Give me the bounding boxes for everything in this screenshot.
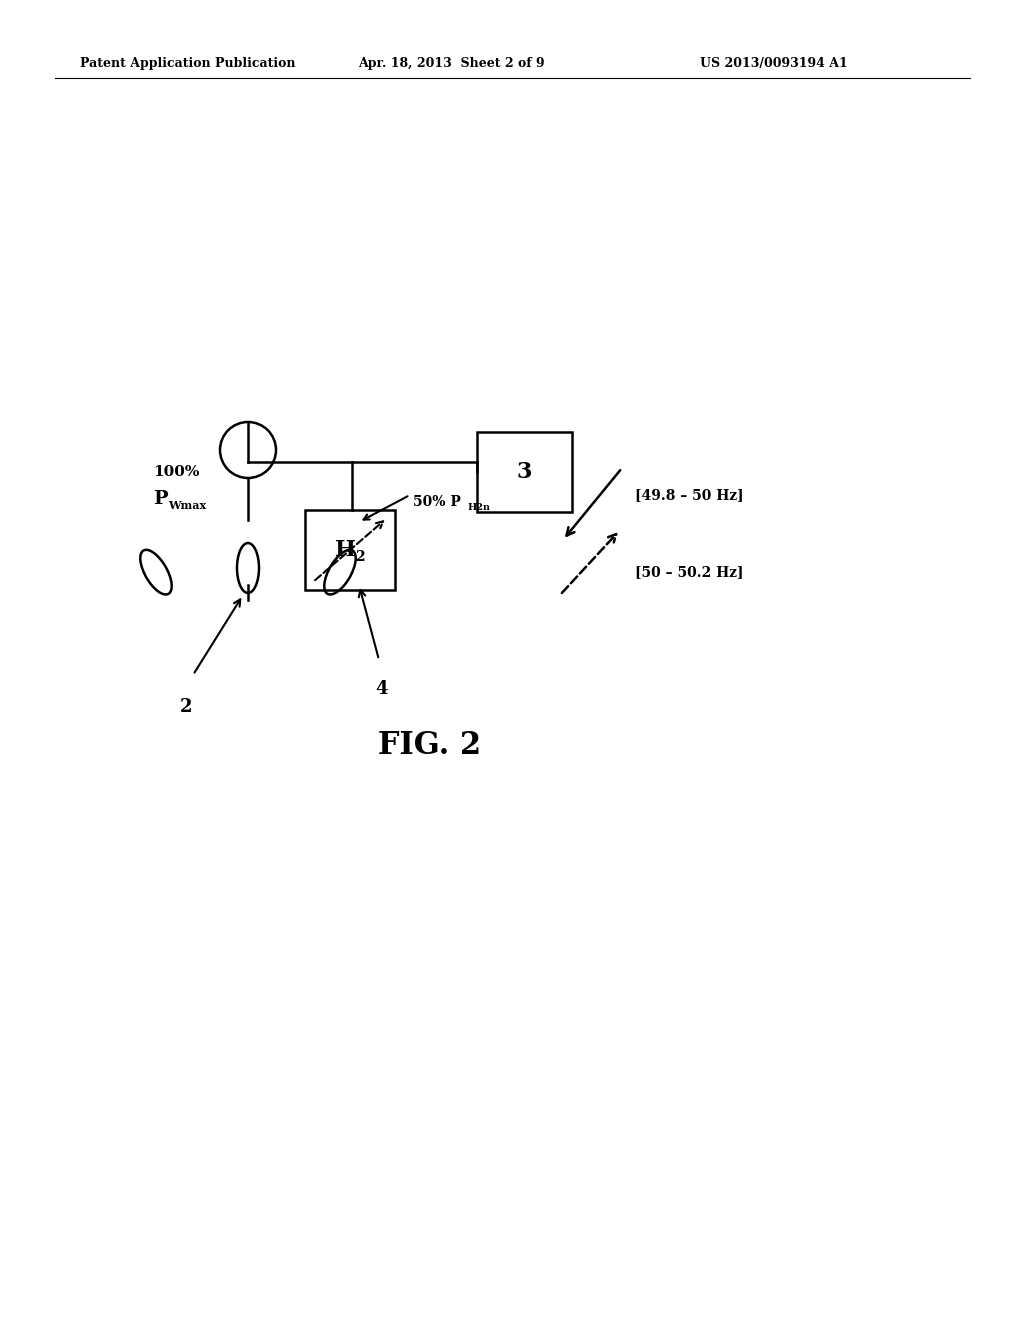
Text: US 2013/0093194 A1: US 2013/0093194 A1	[700, 57, 848, 70]
Text: FIG. 2: FIG. 2	[379, 730, 481, 762]
Text: [50 – 50.2 Hz]: [50 – 50.2 Hz]	[635, 565, 743, 579]
Text: 4: 4	[375, 680, 387, 698]
Text: [49.8 – 50 Hz]: [49.8 – 50 Hz]	[635, 488, 743, 502]
Text: H2n: H2n	[468, 503, 490, 512]
Text: H: H	[335, 539, 355, 561]
Bar	[305, 510, 395, 590]
Text: 50% P: 50% P	[413, 495, 461, 510]
Text: Wmax: Wmax	[168, 500, 206, 511]
Bar	[477, 432, 572, 512]
Text: 2: 2	[180, 698, 193, 715]
Text: Patent Application Publication: Patent Application Publication	[80, 57, 296, 70]
Text: 3: 3	[517, 461, 532, 483]
Text: 100%: 100%	[153, 465, 200, 479]
Text: 2: 2	[355, 550, 365, 564]
Text: P: P	[153, 490, 168, 508]
Text: Apr. 18, 2013  Sheet 2 of 9: Apr. 18, 2013 Sheet 2 of 9	[358, 57, 545, 70]
